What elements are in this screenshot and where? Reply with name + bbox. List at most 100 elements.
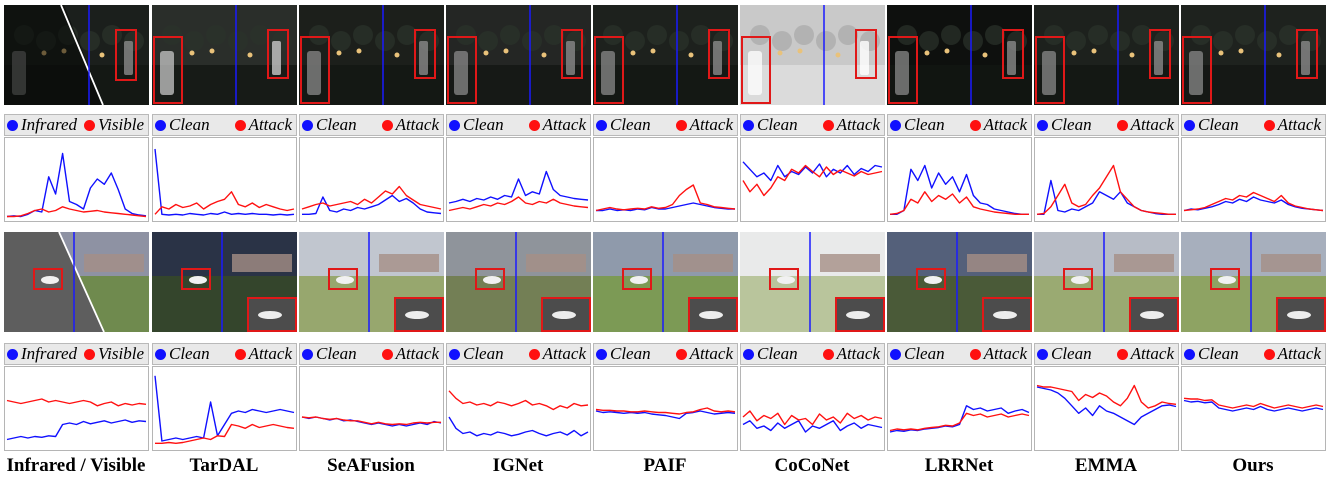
legend-dot-icon bbox=[449, 348, 460, 360]
tree-canopy bbox=[353, 25, 373, 45]
series-line-b bbox=[6, 398, 147, 407]
detection-box bbox=[622, 268, 652, 290]
legend-item: Attack bbox=[675, 115, 733, 135]
legend-item: Clean bbox=[1037, 344, 1092, 364]
legend-dot-icon bbox=[234, 348, 246, 360]
legend-label: Attack bbox=[1277, 115, 1321, 134]
legend-label: Attack bbox=[542, 344, 586, 363]
legend-item: Clean bbox=[1184, 115, 1239, 135]
legend-label: Clean bbox=[1051, 115, 1092, 134]
tree-canopy bbox=[985, 25, 1005, 45]
zoomed-object bbox=[1287, 311, 1311, 319]
legend-dot-icon bbox=[302, 348, 313, 360]
scene-image bbox=[152, 5, 297, 105]
legend-item: Attack bbox=[822, 115, 880, 135]
legend-label: Clean bbox=[757, 115, 798, 134]
tree-canopy bbox=[963, 31, 983, 51]
building bbox=[673, 254, 733, 272]
infrared-half bbox=[4, 5, 104, 105]
street-light bbox=[1238, 48, 1244, 54]
legend-dot-icon bbox=[743, 119, 754, 131]
zoom-inset-border bbox=[1129, 297, 1179, 332]
series-line-b bbox=[1183, 397, 1324, 409]
intensity-plot bbox=[446, 366, 591, 451]
series-line-a bbox=[742, 420, 883, 433]
detection-box bbox=[115, 29, 137, 81]
scene-image bbox=[299, 232, 444, 332]
building bbox=[232, 254, 292, 272]
tree-canopy bbox=[162, 25, 182, 45]
detection-box bbox=[1002, 29, 1024, 79]
building bbox=[1261, 254, 1321, 272]
legend-item: Attack bbox=[1263, 115, 1321, 135]
legend-dot-icon bbox=[1116, 119, 1128, 131]
series-line-b bbox=[154, 191, 295, 215]
series-line-b bbox=[595, 184, 736, 212]
legend-label: Clean bbox=[1198, 344, 1239, 363]
tree-canopy bbox=[1110, 31, 1130, 51]
zoomed-object bbox=[699, 311, 723, 319]
legend-dot-icon bbox=[596, 119, 607, 131]
detection-box bbox=[916, 268, 946, 290]
tree-canopy bbox=[750, 25, 770, 45]
legend-dot-icon bbox=[84, 348, 96, 360]
tree-canopy bbox=[228, 31, 248, 51]
detection-box bbox=[300, 36, 330, 104]
tree-canopy bbox=[1213, 31, 1233, 51]
tree-canopy bbox=[603, 25, 623, 45]
legend-item: Attack bbox=[1263, 344, 1321, 364]
method-label: LRRNet bbox=[924, 455, 994, 476]
legend-item: Infrared bbox=[7, 344, 77, 364]
series-line-b bbox=[448, 196, 589, 212]
pedestrian bbox=[713, 41, 722, 75]
legend-label: Clean bbox=[1198, 115, 1239, 134]
legend-item: Attack bbox=[381, 115, 439, 135]
intensity-plot bbox=[740, 366, 885, 451]
intensity-plot bbox=[1181, 137, 1326, 222]
legend-dot-icon bbox=[822, 119, 834, 131]
method-label: SeAFusion bbox=[327, 455, 415, 476]
street-light bbox=[189, 50, 195, 56]
intensity-plot bbox=[152, 366, 297, 451]
series-line-b bbox=[7, 206, 147, 218]
plot-legend: Clean Attack bbox=[740, 343, 885, 365]
plot-legend: Clean Attack bbox=[446, 343, 591, 365]
method-label: PAIF bbox=[643, 455, 687, 476]
plot-legend: Infrared Visible bbox=[4, 114, 149, 136]
series-line-a bbox=[448, 170, 589, 204]
street-light bbox=[944, 48, 950, 54]
series-line-b bbox=[448, 390, 589, 411]
detection-box bbox=[1182, 36, 1212, 104]
tree-canopy bbox=[816, 31, 836, 51]
scene-image bbox=[887, 232, 1032, 332]
detection-box bbox=[181, 268, 211, 290]
legend-item: Attack bbox=[675, 344, 733, 364]
detection-box bbox=[561, 29, 583, 79]
detection-box bbox=[267, 29, 289, 79]
legend-label: Attack bbox=[248, 344, 292, 363]
intensity-plot bbox=[1034, 137, 1179, 222]
legend-item: Clean bbox=[449, 344, 504, 364]
legend-item: Attack bbox=[234, 344, 292, 364]
series-line-b bbox=[595, 407, 736, 415]
street-light bbox=[688, 52, 694, 58]
legend-dot-icon bbox=[969, 348, 981, 360]
detection-box bbox=[414, 29, 436, 79]
intensity-plot bbox=[152, 137, 297, 222]
tree-canopy bbox=[1235, 25, 1255, 45]
scene-image bbox=[299, 5, 444, 105]
target-object bbox=[1071, 276, 1089, 284]
series-line-a bbox=[6, 152, 147, 218]
legend-dot-icon bbox=[596, 348, 607, 360]
legend-item: Visible bbox=[84, 344, 144, 364]
pedestrian bbox=[1154, 41, 1163, 75]
zoomed-object bbox=[993, 311, 1017, 319]
plot-legend: Infrared Visible bbox=[4, 343, 149, 365]
tree-canopy bbox=[1257, 31, 1277, 51]
detection-box bbox=[888, 36, 918, 104]
tree-canopy bbox=[206, 25, 226, 45]
detection-box bbox=[769, 268, 799, 290]
detection-box bbox=[475, 268, 505, 290]
plot-legend: Clean Attack bbox=[593, 114, 738, 136]
legend-item: Attack bbox=[381, 344, 439, 364]
